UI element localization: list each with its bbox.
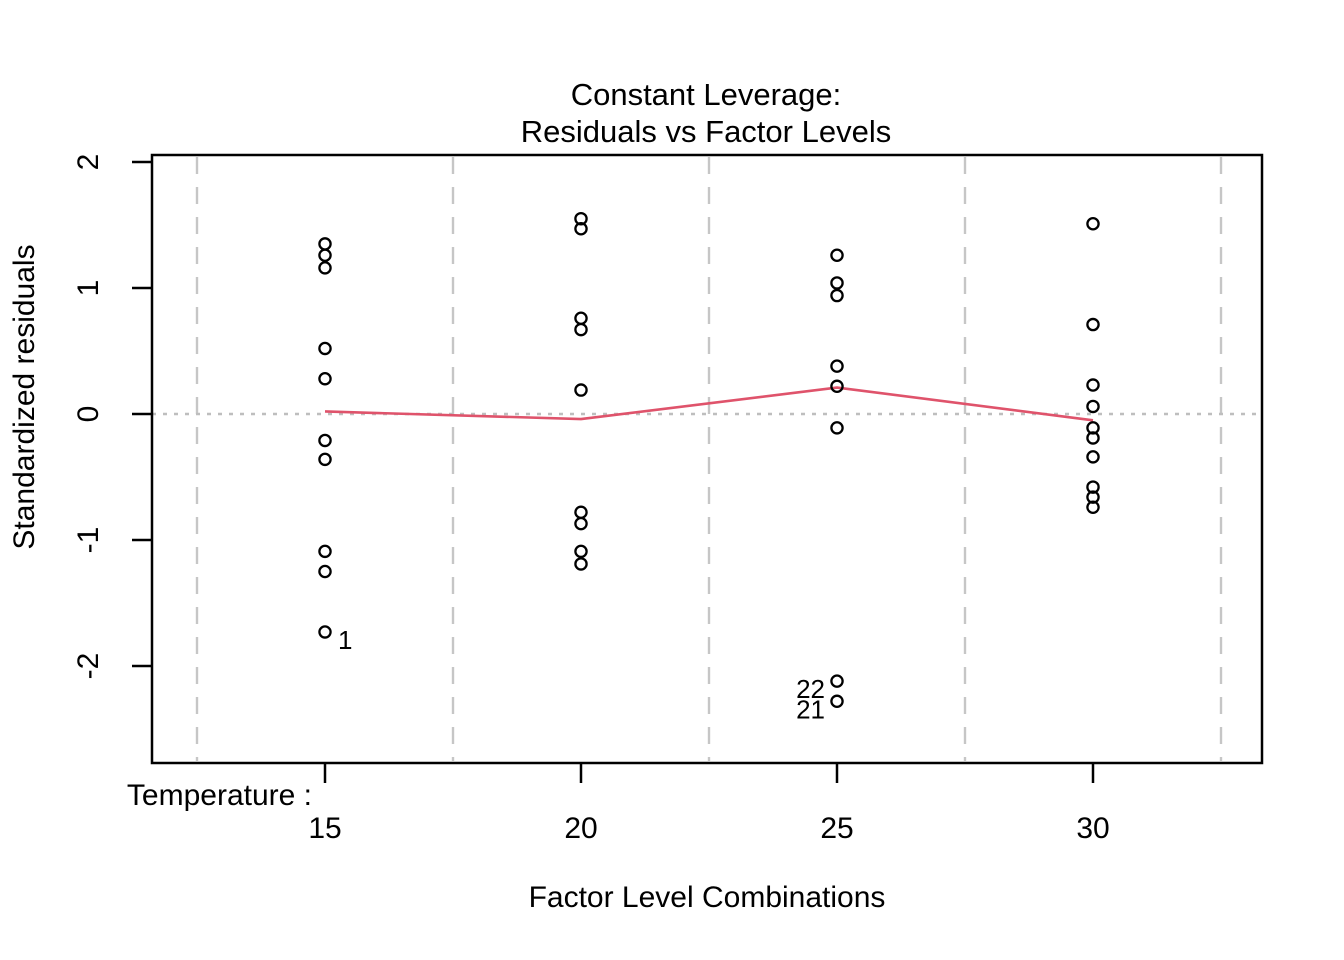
data-point — [830, 276, 844, 290]
data-point — [830, 421, 844, 435]
data-point — [318, 248, 332, 262]
data-point — [1086, 431, 1100, 445]
data-point — [318, 237, 332, 251]
y-tick-label: -1 — [72, 527, 105, 554]
axis-ticks-layer — [132, 160, 1095, 783]
data-point — [574, 544, 588, 559]
data-points-layer — [318, 211, 1100, 709]
y-axis-title: Standardized residuals — [8, 244, 41, 549]
data-point — [830, 379, 844, 394]
data-point — [1086, 450, 1100, 464]
chart-title-line2: Residuals vs Factor Levels — [521, 114, 891, 149]
data-point — [318, 433, 332, 448]
point-index-label: 1 — [338, 625, 352, 655]
data-point — [830, 674, 844, 688]
data-point — [574, 383, 588, 397]
x-tick-label: 20 — [564, 812, 597, 845]
data-point — [318, 452, 332, 467]
x-tick-label: 25 — [820, 812, 853, 845]
data-point — [574, 516, 588, 531]
data-point — [318, 625, 332, 639]
y-tick-label: -2 — [72, 653, 105, 680]
y-tick-label: 1 — [72, 280, 105, 297]
separator-lines-layer — [195, 157, 1223, 761]
smooth-line-layer — [324, 386, 1094, 422]
x-tick-label: 15 — [308, 812, 341, 845]
data-point — [574, 222, 588, 236]
chart-title-line1: Constant Leverage: — [571, 77, 842, 112]
data-point — [1086, 500, 1100, 514]
tick-labels-layer: -2 -1 0 1 2 15 20 25 30 — [72, 154, 1110, 845]
y-tick-label: 0 — [72, 406, 105, 423]
factor-prefix-label: Temperature : — [127, 779, 312, 812]
data-point — [574, 311, 588, 325]
data-point — [574, 322, 588, 337]
data-point — [830, 694, 844, 709]
x-axis-title: Factor Level Combinations — [529, 881, 886, 914]
data-point — [830, 288, 844, 303]
y-tick-label: 2 — [72, 154, 105, 171]
data-point — [830, 359, 844, 373]
data-point — [574, 505, 588, 520]
data-point — [318, 564, 332, 579]
data-point — [318, 544, 332, 559]
x-tick-label: 30 — [1076, 812, 1109, 845]
data-point — [1086, 317, 1100, 332]
point-index-label: 21 — [796, 694, 825, 724]
data-point — [318, 341, 332, 356]
data-point — [1086, 378, 1100, 392]
data-point — [1086, 216, 1100, 231]
smooth-line — [324, 386, 1094, 422]
data-point — [318, 371, 332, 386]
data-point — [318, 261, 332, 275]
data-point — [830, 248, 844, 262]
data-point — [574, 557, 588, 571]
point-index-label: 22 — [796, 674, 825, 704]
data-point — [1086, 399, 1100, 414]
plot-box — [150, 153, 1264, 765]
